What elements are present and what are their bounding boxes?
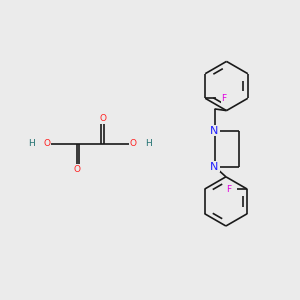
Text: F: F [226, 184, 231, 194]
Text: F: F [221, 94, 227, 103]
Text: O: O [100, 114, 107, 123]
Text: H: H [28, 140, 35, 148]
Text: O: O [73, 165, 80, 174]
Text: N: N [210, 161, 219, 172]
Text: O: O [43, 140, 50, 148]
Text: H: H [145, 140, 152, 148]
Text: N: N [210, 125, 219, 136]
Text: O: O [130, 140, 137, 148]
